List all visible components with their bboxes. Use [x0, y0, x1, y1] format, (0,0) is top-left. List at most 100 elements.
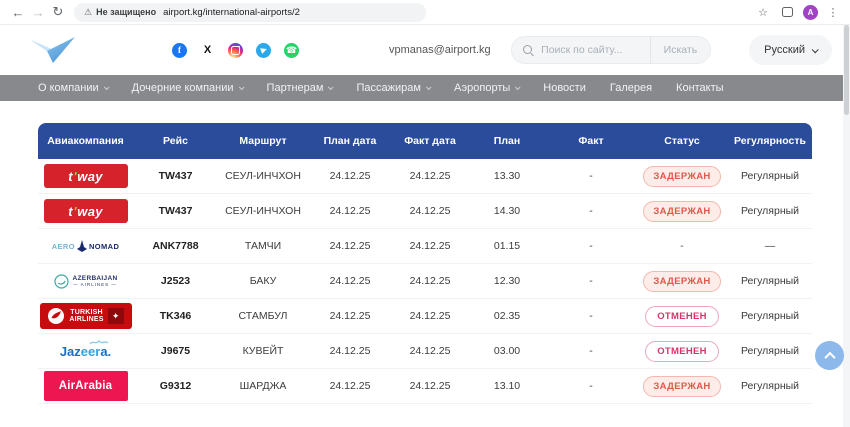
scrollbar[interactable]	[843, 25, 850, 427]
table-row[interactable]: t ' way TW437 СЕУЛ-ИНЧХОН 24.12.25 24.12.2…	[38, 194, 812, 229]
aeronomad-logo: AERO NOMAD	[51, 240, 120, 252]
scrollbar-thumb[interactable]	[844, 25, 849, 115]
plan-time: 12.30	[493, 275, 521, 287]
bird-icon	[76, 240, 87, 252]
nav-item[interactable]: О компании	[38, 82, 110, 94]
side-panel-icon[interactable]	[778, 3, 796, 21]
status-badge: ЗАДЕРЖАН	[643, 200, 721, 222]
social-icon[interactable]	[256, 42, 271, 58]
site-search: Искать	[511, 36, 712, 64]
plan-time: 14.30	[493, 205, 521, 217]
table-row[interactable]: Jaz eer a. J9675 КУВЕЙТ 24.12.25 24.12.25 …	[38, 334, 812, 369]
plan-date: 24.12.25	[329, 345, 371, 357]
fact-time: -	[589, 275, 593, 287]
search-submit-button[interactable]: Искать	[649, 37, 711, 63]
route: СЕУЛ-ИНЧХОН	[225, 170, 301, 182]
social-icon[interactable]: X	[203, 44, 212, 56]
social-links: f X ☎	[172, 42, 299, 58]
reload-button[interactable]: ↻	[52, 4, 64, 19]
table-body: t ' way TW437 СЕУЛ-ИНЧХОН 24.12.25 24.12.2…	[38, 159, 812, 404]
turkish-airlines-logo: TURKISH AIRLINES ✦	[39, 303, 132, 329]
airline-logo-cell: t ' way	[38, 164, 133, 188]
nav-item[interactable]: Дочерние компании	[131, 82, 245, 94]
fact-date: 24.12.25	[409, 275, 451, 287]
language-selector[interactable]: Русский	[749, 35, 832, 65]
table-row[interactable]: AZERBAIJAN — AIRLINES — J2523 БАКУ 24.12.…	[38, 264, 812, 299]
airline-logo-cell: t ' way	[38, 199, 133, 223]
plan-date: 24.12.25	[329, 310, 371, 322]
search-icon	[523, 44, 534, 56]
fact-time: -	[589, 240, 593, 252]
fact-date: 24.12.25	[409, 170, 451, 182]
crescent-icon	[53, 273, 69, 289]
nav-item-label: О компании	[38, 82, 99, 94]
address-bar[interactable]: ⚠ Не защищено airport.kg/international-a…	[74, 2, 426, 22]
flight-number: ANK7788	[152, 240, 199, 252]
regularity: —	[764, 240, 776, 252]
table-row[interactable]: AirArabia G9312 ШАРДЖА 24.12.25 24.12.25…	[38, 369, 812, 404]
contact-email[interactable]: vpmanas@airport.kg	[389, 44, 491, 56]
security-label[interactable]: Не защищено	[96, 7, 157, 17]
table-row[interactable]: AERO NOMAD ANK7788 ТАМЧИ 24.12.25 24.12.2…	[38, 229, 812, 264]
plan-time: 13.10	[493, 380, 521, 392]
language-label: Русский	[764, 44, 805, 56]
plan-date: 24.12.25	[329, 380, 371, 392]
airport-logo[interactable]	[30, 36, 76, 64]
social-icon[interactable]: ☎	[284, 42, 299, 58]
browser-menu-icon[interactable]: ⋮	[827, 6, 839, 19]
nav-item[interactable]: Новости	[543, 82, 586, 94]
column-header: План	[493, 135, 521, 147]
flight-number: J2523	[160, 275, 191, 287]
status-badge: ЗАДЕРЖАН	[643, 165, 721, 187]
plan-date: 24.12.25	[329, 205, 371, 217]
nav-item-label: Аэропорты	[453, 82, 511, 94]
nav-item-label: Партнерам	[266, 82, 324, 94]
plan-time: 02.35	[493, 310, 521, 322]
flight-number: TW437	[158, 205, 193, 217]
nav-item[interactable]: Партнерам	[266, 82, 335, 94]
plan-date: 24.12.25	[329, 240, 371, 252]
chevron-down-icon	[515, 84, 521, 91]
flight-number: TK346	[159, 310, 192, 322]
arabic-script-icon	[89, 339, 109, 344]
search-input[interactable]	[541, 44, 650, 56]
nav-item[interactable]: Аэропорты	[453, 82, 521, 94]
social-icon[interactable]	[228, 42, 243, 58]
chevron-down-icon	[811, 45, 819, 53]
nav-item[interactable]: Пассажирам	[356, 82, 432, 94]
regularity: Регулярный	[740, 345, 800, 357]
status-badge: ОТМЕНЕН	[645, 305, 719, 327]
table-header-row: Авиакомпания Рейс Маршрут План дата Факт дат…	[38, 123, 812, 159]
column-header: Факт дата	[404, 135, 456, 147]
chevron-down-icon	[238, 84, 245, 91]
route: ШАРДЖА	[239, 380, 287, 392]
social-icon[interactable]: f	[172, 42, 187, 58]
airline-logo-cell: AirArabia	[38, 371, 133, 401]
nav-item[interactable]: Контакты	[676, 82, 724, 94]
status-badge: ЗАДЕРЖАН	[643, 270, 721, 292]
fact-time: -	[589, 345, 593, 357]
nav-item-label: Дочерние компании	[131, 82, 234, 94]
fact-date: 24.12.25	[409, 345, 451, 357]
nav-item[interactable]: Галерея	[610, 82, 652, 94]
url-text[interactable]: airport.kg/international-airports/2	[163, 6, 300, 18]
table-row[interactable]: TURKISH AIRLINES ✦ TK346 СТАМБУЛ 24.12.25 …	[38, 299, 812, 334]
status-badge: ЗАДЕРЖАН	[643, 375, 721, 397]
table-row[interactable]: t ' way TW437 СЕУЛ-ИНЧХОН 24.12.25 24.12.2…	[38, 159, 812, 194]
fact-date: 24.12.25	[409, 205, 451, 217]
profile-avatar[interactable]: A	[803, 4, 818, 20]
nav-item-label: Новости	[543, 82, 586, 94]
flight-number: G9312	[159, 380, 192, 392]
fact-time: -	[589, 380, 593, 392]
forward-button[interactable]: →	[31, 4, 45, 20]
scroll-to-top-button[interactable]	[815, 341, 844, 370]
back-button[interactable]: ←	[11, 4, 25, 20]
site-header: f X ☎ vpmanas@airport.kg Искать Русский	[0, 25, 850, 75]
regularity: Регулярный	[740, 310, 800, 322]
fact-time: -	[589, 170, 593, 182]
security-warning-icon[interactable]: ⚠	[84, 6, 93, 17]
fact-time: -	[589, 205, 593, 217]
bookmark-star-icon[interactable]: ☆	[758, 6, 768, 19]
status-badge: -	[680, 240, 684, 252]
fact-date: 24.12.25	[409, 310, 451, 322]
